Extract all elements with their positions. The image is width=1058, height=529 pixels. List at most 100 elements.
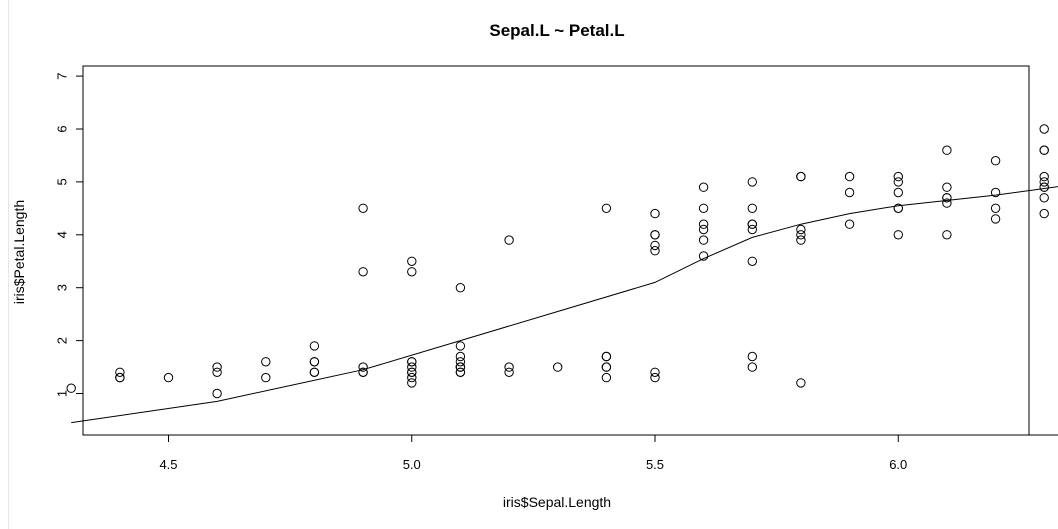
data-point: [601, 372, 612, 383]
data-points: [66, 124, 1049, 399]
data-point: [455, 351, 466, 362]
data-point: [650, 208, 660, 219]
lowess-line: [71, 186, 1058, 424]
data-point: [407, 357, 417, 367]
data-point: [1039, 208, 1049, 219]
data-point: [747, 203, 757, 214]
data-point: [212, 367, 222, 377]
data-point: [1039, 182, 1049, 192]
data-point: [309, 341, 320, 351]
x-tick-label: 5.0: [403, 457, 421, 472]
y-axis-label: iris$Petal.Length: [11, 200, 27, 304]
data-point: [796, 235, 806, 245]
data-point: [601, 203, 612, 214]
data-point: [407, 256, 417, 266]
data-point: [844, 219, 855, 229]
data-point: [796, 378, 806, 388]
data-point: [942, 182, 952, 192]
data-point: [455, 341, 466, 351]
y-tick-label: 7: [55, 72, 70, 79]
data-point: [698, 203, 709, 214]
data-point: [990, 156, 1001, 166]
data-point: [115, 367, 125, 377]
y-tick-label: 6: [55, 125, 70, 132]
data-point: [358, 362, 368, 372]
data-point: [407, 367, 417, 377]
data-point: [893, 171, 903, 182]
data-point: [553, 362, 563, 372]
data-point: [1039, 177, 1049, 187]
data-point: [698, 224, 709, 235]
data-point: [455, 362, 466, 372]
data-point: [407, 372, 417, 383]
data-point: [455, 367, 466, 377]
x-axis-label: iris$Sepal.Length: [503, 494, 611, 510]
data-point: [893, 187, 903, 198]
data-point: [407, 267, 417, 277]
data-point: [261, 357, 271, 367]
x-tick-label: 5.5: [646, 457, 664, 472]
data-point: [698, 182, 709, 192]
data-point: [455, 283, 466, 293]
data-point: [601, 362, 612, 372]
data-point: [407, 362, 417, 372]
data-point: [796, 224, 806, 235]
y-tick-label: 2: [55, 337, 70, 344]
data-point: [698, 235, 709, 245]
data-point: [747, 224, 757, 235]
data-point: [650, 240, 660, 251]
y-tick-label: 3: [55, 284, 70, 291]
data-point: [504, 367, 514, 377]
data-point: [747, 219, 757, 229]
data-point: [990, 214, 1001, 224]
x-tick-label: 4.5: [159, 457, 177, 472]
data-point: [990, 187, 1001, 198]
data-point: [650, 230, 660, 240]
data-point: [747, 177, 757, 187]
chart-title: Sepal.L ~ Petal.L: [489, 21, 624, 40]
data-point: [844, 171, 855, 182]
data-point: [358, 203, 368, 214]
y-tick-label: 4: [55, 231, 70, 238]
data-point: [942, 145, 952, 155]
data-point: [115, 372, 125, 383]
data-point: [163, 372, 174, 383]
data-point: [650, 246, 660, 256]
data-point: [1039, 124, 1049, 134]
data-point: [893, 203, 903, 214]
data-point: [309, 357, 320, 367]
data-point: [504, 235, 514, 245]
data-point: [358, 267, 368, 277]
data-point: [212, 388, 222, 399]
y-tick-label: 1: [55, 390, 70, 397]
plot-box: [82, 65, 1030, 436]
x-tick-label: 6.0: [889, 457, 907, 472]
data-point: [407, 378, 417, 388]
data-point: [212, 362, 222, 372]
data-point: [261, 372, 271, 383]
data-point: [698, 251, 709, 261]
y-tick-label: 5: [55, 178, 70, 185]
data-point: [504, 362, 514, 372]
data-point: [650, 367, 660, 377]
data-point: [1039, 193, 1049, 203]
data-point: [942, 198, 952, 208]
data-point: [942, 230, 952, 240]
data-point: [601, 351, 612, 362]
data-point: [747, 256, 757, 266]
data-point: [66, 383, 76, 393]
y-axis: 1 2 3 4 5 6 7: [55, 72, 84, 397]
data-point: [698, 219, 709, 229]
data-point: [796, 171, 806, 182]
data-point: [893, 177, 903, 187]
data-point: [455, 357, 466, 367]
data-point: [1039, 171, 1049, 182]
data-point: [747, 351, 757, 362]
data-point: [893, 230, 903, 240]
data-point: [358, 367, 368, 377]
data-point: [796, 230, 806, 240]
x-axis: 4.55.05.56.06.57.07.58.0: [159, 434, 1058, 472]
data-point: [990, 203, 1001, 214]
data-point: [844, 187, 855, 198]
